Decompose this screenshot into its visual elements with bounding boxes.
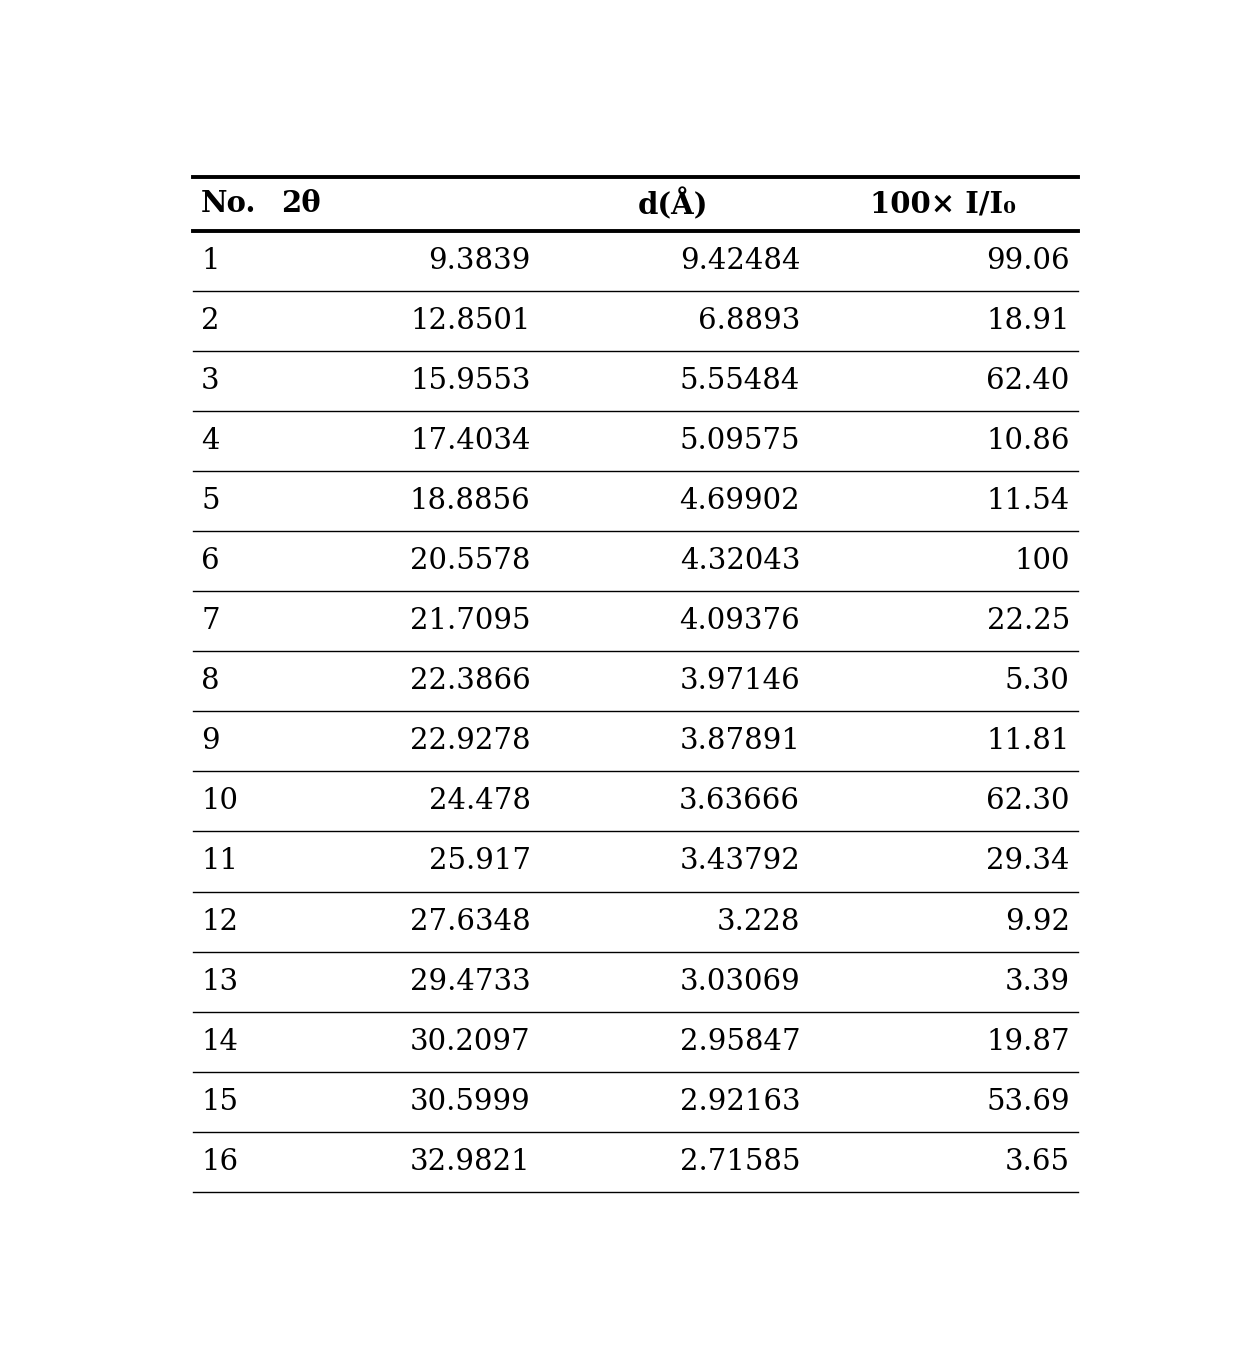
- Text: 11.81: 11.81: [987, 728, 1070, 756]
- Text: 30.5999: 30.5999: [409, 1088, 531, 1116]
- Text: 2: 2: [201, 307, 219, 335]
- Text: 4.09376: 4.09376: [680, 607, 800, 635]
- Text: 22.9278: 22.9278: [410, 728, 531, 756]
- Text: 3.39: 3.39: [1004, 967, 1070, 995]
- Text: 5.55484: 5.55484: [680, 367, 800, 395]
- Text: 10.86: 10.86: [986, 426, 1070, 455]
- Text: 32.9821: 32.9821: [410, 1147, 531, 1176]
- Text: 6.8893: 6.8893: [698, 307, 800, 335]
- Text: d(Å): d(Å): [637, 188, 708, 221]
- Text: 7: 7: [201, 607, 219, 635]
- Text: 6: 6: [201, 547, 219, 576]
- Text: 3.228: 3.228: [717, 908, 800, 936]
- Text: 2.95847: 2.95847: [680, 1028, 800, 1056]
- Text: 3: 3: [201, 367, 219, 395]
- Text: 17.4034: 17.4034: [410, 426, 531, 455]
- Text: 53.69: 53.69: [986, 1088, 1070, 1116]
- Text: 62.30: 62.30: [986, 787, 1070, 815]
- Text: 8: 8: [201, 667, 219, 695]
- Text: 18.91: 18.91: [986, 307, 1070, 335]
- Text: 11: 11: [201, 847, 238, 876]
- Text: 3.63666: 3.63666: [680, 787, 800, 815]
- Text: 99.06: 99.06: [986, 247, 1070, 274]
- Text: 12.8501: 12.8501: [410, 307, 531, 335]
- Text: 14: 14: [201, 1028, 238, 1056]
- Text: 29.4733: 29.4733: [409, 967, 531, 995]
- Text: 21.7095: 21.7095: [410, 607, 531, 635]
- Text: 13: 13: [201, 967, 238, 995]
- Text: 18.8856: 18.8856: [409, 487, 531, 515]
- Text: 30.2097: 30.2097: [410, 1028, 531, 1056]
- Text: 9.42484: 9.42484: [680, 247, 800, 274]
- Text: 25.917: 25.917: [429, 847, 531, 876]
- Text: 12: 12: [201, 908, 238, 936]
- Text: 15.9553: 15.9553: [410, 367, 531, 395]
- Text: 29.34: 29.34: [986, 847, 1070, 876]
- Text: 3.43792: 3.43792: [680, 847, 800, 876]
- Text: 1: 1: [201, 247, 219, 274]
- Text: 9: 9: [201, 728, 219, 756]
- Text: 20.5578: 20.5578: [410, 547, 531, 576]
- Text: 62.40: 62.40: [987, 367, 1070, 395]
- Text: 4.32043: 4.32043: [680, 547, 800, 576]
- Text: 2.71585: 2.71585: [680, 1147, 800, 1176]
- Text: 22.3866: 22.3866: [409, 667, 531, 695]
- Text: 4.69902: 4.69902: [680, 487, 800, 515]
- Text: 2θ: 2θ: [280, 190, 320, 218]
- Text: 11.54: 11.54: [987, 487, 1070, 515]
- Text: 27.6348: 27.6348: [409, 908, 531, 936]
- Text: 100: 100: [1014, 547, 1070, 576]
- Text: 24.478: 24.478: [429, 787, 531, 815]
- Text: 19.87: 19.87: [986, 1028, 1070, 1056]
- Text: 2.92163: 2.92163: [680, 1088, 800, 1116]
- Text: 9.92: 9.92: [1004, 908, 1070, 936]
- Text: 15: 15: [201, 1088, 238, 1116]
- Text: 5.30: 5.30: [1004, 667, 1070, 695]
- Text: 22.25: 22.25: [987, 607, 1070, 635]
- Text: 100× I/I₀: 100× I/I₀: [869, 190, 1016, 218]
- Text: 4: 4: [201, 426, 219, 455]
- Text: 5: 5: [201, 487, 219, 515]
- Text: 10: 10: [201, 787, 238, 815]
- Text: 3.97146: 3.97146: [680, 667, 800, 695]
- Text: 3.87891: 3.87891: [680, 728, 800, 756]
- Text: 5.09575: 5.09575: [680, 426, 800, 455]
- Text: 3.65: 3.65: [1004, 1147, 1070, 1176]
- Text: No.: No.: [201, 190, 257, 218]
- Text: 3.03069: 3.03069: [680, 967, 800, 995]
- Text: 9.3839: 9.3839: [428, 247, 531, 274]
- Text: 16: 16: [201, 1147, 238, 1176]
